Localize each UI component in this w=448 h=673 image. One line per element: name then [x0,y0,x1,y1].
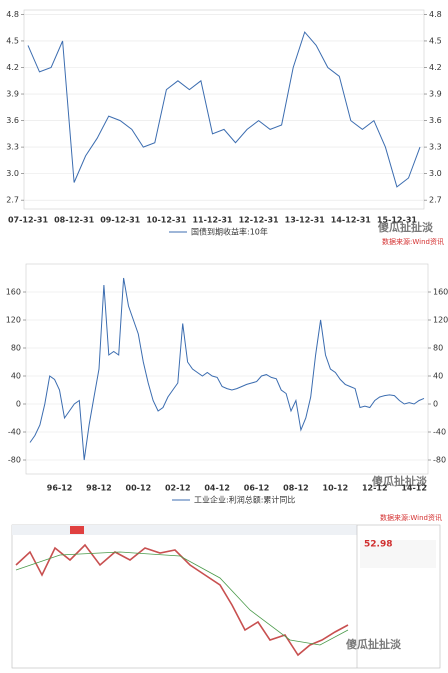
ma-line [15,551,349,646]
x-tick-label: 11-12-31 [192,216,232,225]
x-tick-label: 04-12 [204,484,230,493]
y-tick-label: 120 [6,316,21,325]
y-tick-label-right: 4.2 [429,63,442,72]
screenshot: 52.98 傻瓜扯扯淡 数据来源:Wind资讯 [11,513,442,669]
y-tick-label-right: 120 [433,316,448,325]
x-tick-label: 98-12 [86,484,112,493]
x-tick-label: 02-12 [165,484,191,493]
x-tick-label: 14-12 [401,484,427,493]
y-tick-label-right: 0 [433,400,438,409]
y-tick-label-right: 3.9 [429,90,442,99]
x-tick-label: 13-12-31 [285,216,325,225]
plot-frame [23,9,425,210]
y-tick-label: 3.3 [6,143,19,152]
y-tick-label: 3.9 [6,90,19,99]
watermark: 傻瓜扯扯淡 [372,474,428,488]
y-tick-label: 160 [6,288,21,297]
y-tick-label: 4.8 [6,10,19,19]
data-line [29,277,425,461]
y-tick-label-right: 40 [433,372,443,381]
watermark: 傻瓜扯扯淡 [378,220,434,234]
x-tick-label: 14-12-31 [331,216,371,225]
plot-frame [25,263,429,475]
y-tick-label: 0 [16,400,21,409]
x-tick-label: 12-12-31 [239,216,279,225]
y-tick-label-right: -40 [433,428,446,437]
quote-box [360,540,436,568]
y-tick-label: -80 [8,456,21,465]
y-tick-label: 4.5 [6,36,19,45]
y-tick-label-right: 80 [433,344,443,353]
toolbar [12,525,357,535]
y-tick-label-right: 4.5 [429,36,442,45]
y-tick-label: 3.0 [6,169,19,178]
x-tick-label: 10-12 [323,484,349,493]
x-tick-label: 06-12 [244,484,270,493]
x-tick-label: 08-12 [283,484,309,493]
x-tick-label: 15-12-31 [377,216,417,225]
x-tick-label: 12-12 [362,484,388,493]
watermark: 傻瓜扯扯淡 [346,637,402,651]
data-line [27,31,421,188]
y-tick-label: -40 [8,428,21,437]
y-tick-label: 4.2 [6,63,19,72]
y-tick-label: 80 [11,344,21,353]
x-tick-label: 08-12-31 [54,216,94,225]
y-tick-label-right: 3.0 [429,169,442,178]
price: 52.98 [364,540,392,550]
source: 数据来源:Wind资讯 [380,513,442,522]
price-line [15,543,349,657]
y-tick-label: 2.7 [6,196,19,205]
y-tick-label-right: 3.6 [429,116,442,125]
toolbar-button [70,526,84,534]
x-tick-label: 96-12 [47,484,73,493]
x-tick-label: 10-12-31 [146,216,186,225]
y-tick-label-right: -80 [433,456,446,465]
legend-label: 国债到期收益率:10年 [191,227,268,237]
y-tick-label-right: 4.8 [429,10,442,19]
source: 数据来源:Wind资讯 [382,237,444,246]
x-tick-label: 00-12 [126,484,152,493]
legend-label: 工业企业:利润总额:累计同比 [194,495,295,505]
y-tick-label-right: 3.3 [429,143,442,152]
x-tick-label: 07-12-31 [8,216,48,225]
y-tick-label: 3.6 [6,116,19,125]
y-tick-label: 40 [11,372,21,381]
y-tick-label-right: 2.7 [429,196,442,205]
x-tick-label: 09-12-31 [100,216,140,225]
y-tick-label-right: 160 [433,288,448,297]
